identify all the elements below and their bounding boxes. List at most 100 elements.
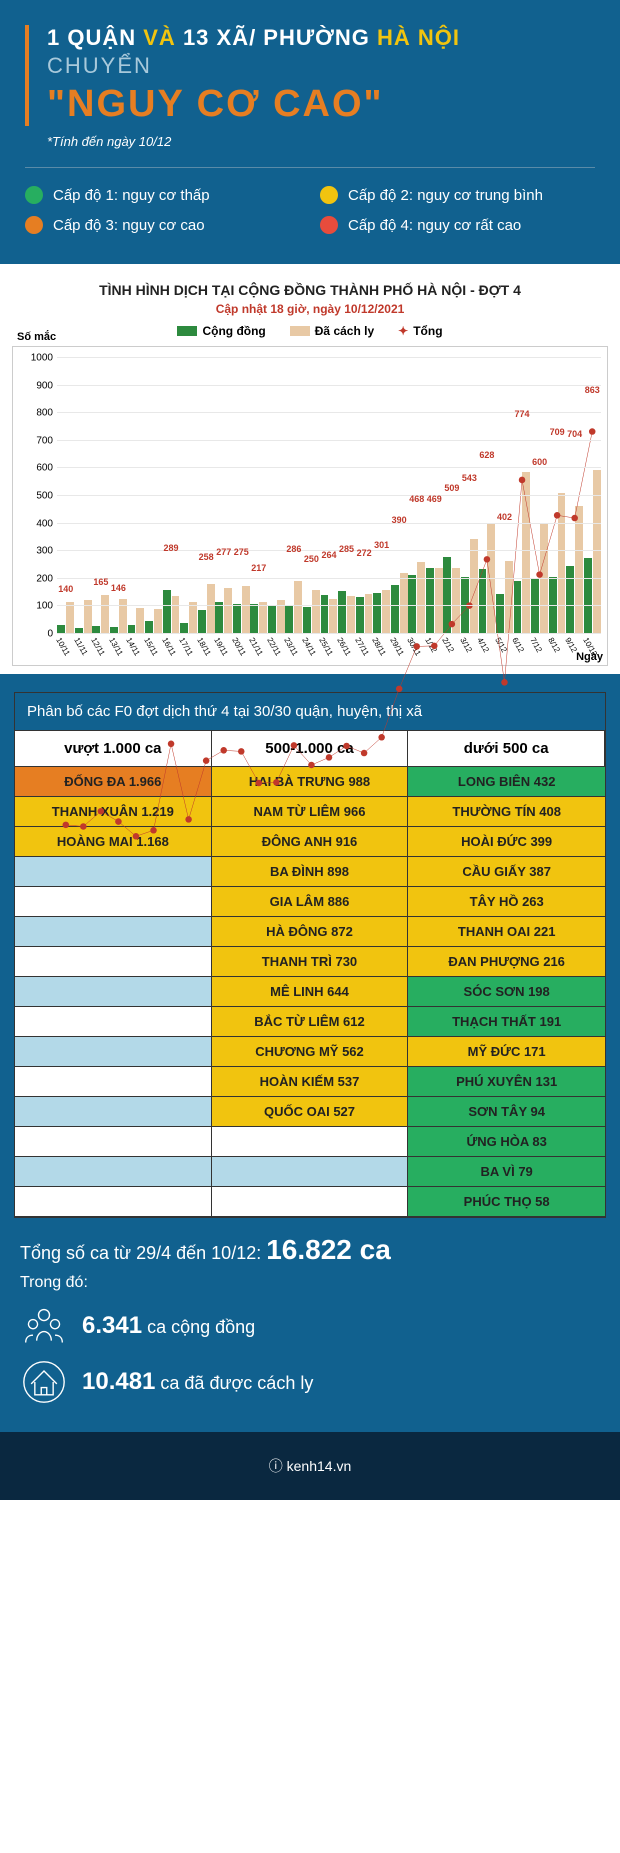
legend-total-label: Tổng [413,324,442,338]
legend-label: Cấp độ 1: nguy cơ thấp [53,187,210,204]
table-cell: QUỐC OAI 527 [212,1097,409,1127]
data-label: 469 [427,494,442,504]
table-cell [15,1187,212,1217]
legend-isolated-label: Đã cách ly [315,324,374,338]
line-layer [57,357,601,901]
table-cell [15,1097,212,1127]
community-text: 6.341 ca cộng đồng [82,1312,255,1340]
y-tick: 500 [36,491,53,502]
table-cell: ỨNG HÒA 83 [408,1127,605,1157]
gridline: 400 [57,523,601,524]
data-label: 402 [497,512,512,522]
legend-dot [25,216,43,234]
table-cell: HOÀN KIẾM 537 [212,1067,409,1097]
house-icon [20,1358,68,1406]
divider [25,167,595,168]
data-label: 509 [444,483,459,493]
table-cell: MÊ LINH 644 [212,977,409,1007]
t1d: HÀ NỘI [377,25,460,50]
data-label: 600 [532,457,547,467]
table-cell [15,1067,212,1097]
table-cell: THANH OAI 221 [408,917,605,947]
summary-inthat: Trong đó: [20,1274,600,1292]
legend-community-label: Cộng đồng [202,324,265,338]
isolated-t: ca đã được cách ly [155,1373,313,1393]
data-label: 390 [392,515,407,525]
data-label: 285 [339,544,354,554]
gridline: 0 [57,633,601,634]
chart-title: TÌNH HÌNH DỊCH TẠI CỘNG ĐỒNG THÀNH PHỐ H… [8,282,612,298]
legend-item: Cấp độ 1: nguy cơ thấp [25,186,300,204]
summary: Tổng số ca từ 29/4 đến 10/12: 16.822 ca … [14,1218,606,1406]
footer-credit: ⓘ kenh14.vn [269,1458,352,1474]
data-label: 289 [164,543,179,553]
data-label: 774 [515,409,530,419]
table-cell: BẮC TỪ LIÊM 612 [212,1007,409,1037]
data-label: 165 [93,577,108,587]
y-tick: 800 [36,408,53,419]
summary-isolated: 10.481 ca đã được cách ly [20,1358,600,1406]
table-cell [212,1157,409,1187]
table-cell: THẠCH THẤT 191 [408,1007,605,1037]
data-label: 286 [286,544,301,554]
infographic-root: 1 QUẬN VÀ 13 XÃ/ PHƯỜNG HÀ NỘI CHUYỂN "N… [0,0,620,1500]
isolated-n: 10.481 [82,1368,155,1395]
table-cell: MỸ ĐỨC 171 [408,1037,605,1067]
footer: ⓘ kenh14.vn [0,1432,620,1500]
table-cell [15,1127,212,1157]
gridline: 1000 [57,357,601,358]
chart-section: TÌNH HÌNH DỊCH TẠI CỘNG ĐỒNG THÀNH PHỐ H… [0,264,620,674]
y-tick: 600 [36,463,53,474]
data-label: 543 [462,473,477,483]
table-cell: HÀ ĐÔNG 872 [212,917,409,947]
y-tick: 200 [36,573,53,584]
data-label: 277 [216,547,231,557]
table-cell [15,947,212,977]
table-cell [15,977,212,1007]
gridline: 600 [57,467,601,468]
table-cell [212,1187,409,1217]
data-label: 301 [374,540,389,550]
isolated-text: 10.481 ca đã được cách ly [82,1368,313,1396]
table-cell: CHƯƠNG MỸ 562 [212,1037,409,1067]
data-label: 146 [111,583,126,593]
legend-total: ✦Tổng [398,324,442,338]
table-cell: SÓC SƠN 198 [408,977,605,1007]
y-tick: 0 [47,629,53,640]
total-label: Tổng số ca từ 29/4 đến 10/12: [20,1243,266,1263]
plot-area: 10/1111/1112/1113/1114/1115/1116/1117/11… [57,357,601,633]
legend-label: Cấp độ 2: nguy cơ trung bình [348,187,543,204]
y-tick: 300 [36,546,53,557]
table-cell: PHÚC THỌ 58 [408,1187,605,1217]
title-line-3: "NGUY CƠ CAO" [47,83,595,126]
table-cell [15,917,212,947]
table-cell: SƠN TÂY 94 [408,1097,605,1127]
community-t: ca cộng đồng [142,1317,255,1337]
data-label: 709 [550,427,565,437]
legend-item: Cấp độ 3: nguy cơ cao [25,216,300,234]
chart-legend: Cộng đồng Đã cách ly ✦Tổng [8,324,612,338]
y-tick: 900 [36,380,53,391]
legend-dot [320,216,338,234]
data-label: 704 [567,429,582,439]
t1a: 1 QUẬN [47,25,143,50]
data-label: 863 [585,385,600,395]
gridline: 500 [57,495,601,496]
footer-text: kenh14.vn [287,1458,352,1474]
title-line-2: CHUYỂN [47,53,595,79]
legend-item: Cấp độ 2: nguy cơ trung bình [320,186,595,204]
table-cell: ĐAN PHƯỢNG 216 [408,947,605,977]
data-label: 258 [199,552,214,562]
community-n: 6.341 [82,1312,142,1339]
risk-legend: Cấp độ 1: nguy cơ thấp Cấp độ 2: nguy cơ … [25,186,595,244]
table-cell [15,1037,212,1067]
title-line-1: 1 QUẬN VÀ 13 XÃ/ PHƯỜNG HÀ NỘI [47,25,595,51]
data-label: 140 [58,584,73,594]
y-tick: 400 [36,518,53,529]
table-cell [15,1007,212,1037]
legend-label: Cấp độ 4: nguy cơ rất cao [348,217,521,234]
header: 1 QUẬN VÀ 13 XÃ/ PHƯỜNG HÀ NỘI CHUYỂN "N… [0,0,620,264]
data-label: 275 [234,547,249,557]
t1c: 13 XÃ/ PHƯỜNG [183,25,377,50]
gridline: 100 [57,605,601,606]
